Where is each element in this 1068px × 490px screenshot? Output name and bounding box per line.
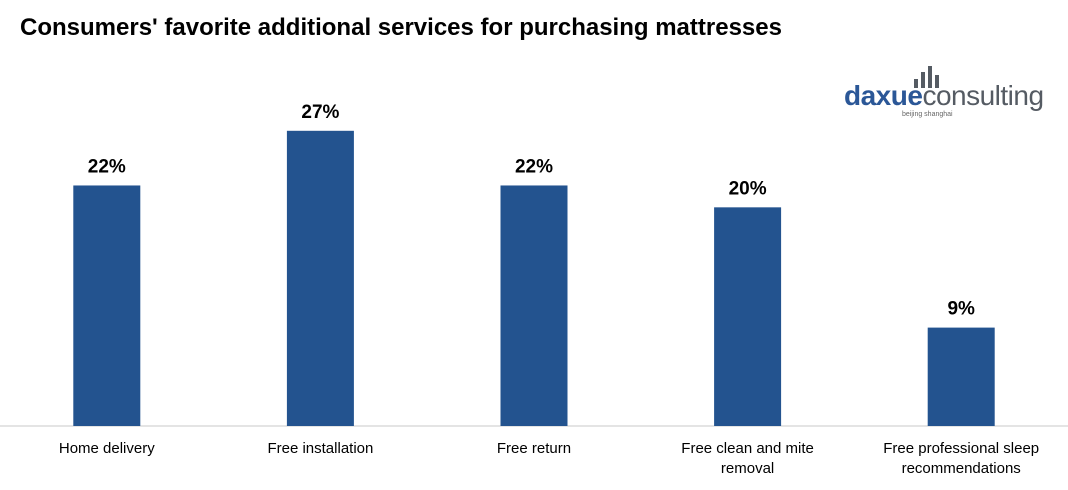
data-label: 9%	[947, 299, 975, 320]
data-label: 20%	[729, 178, 767, 199]
bar	[714, 207, 782, 426]
category-label: removal	[721, 460, 774, 477]
bar	[500, 185, 568, 426]
logo-tagline: beijing shanghai	[902, 111, 953, 118]
category-label: Free professional sleep	[883, 440, 1039, 457]
data-label: 27%	[301, 102, 339, 123]
data-label: 22%	[515, 156, 553, 177]
category-label: recommendations	[902, 460, 1021, 477]
bar	[73, 185, 141, 426]
data-label: 22%	[88, 156, 126, 177]
logo-brand-primary: daxue	[844, 80, 923, 111]
category-label: Free clean and mite	[681, 440, 814, 457]
bar	[286, 130, 354, 427]
category-label: Free installation	[267, 440, 373, 457]
chart-title: Consumers' favorite additional services …	[20, 14, 782, 41]
daxue-consulting-logo: daxueconsulting beijing shanghai	[844, 66, 1059, 122]
category-label: Home delivery	[59, 440, 155, 457]
bar	[927, 327, 995, 426]
logo-wordmark: daxueconsulting	[844, 82, 1044, 110]
logo-bars-icon	[914, 66, 944, 88]
category-label: Free return	[497, 440, 571, 457]
logo-brand-secondary: consulting	[922, 80, 1044, 111]
